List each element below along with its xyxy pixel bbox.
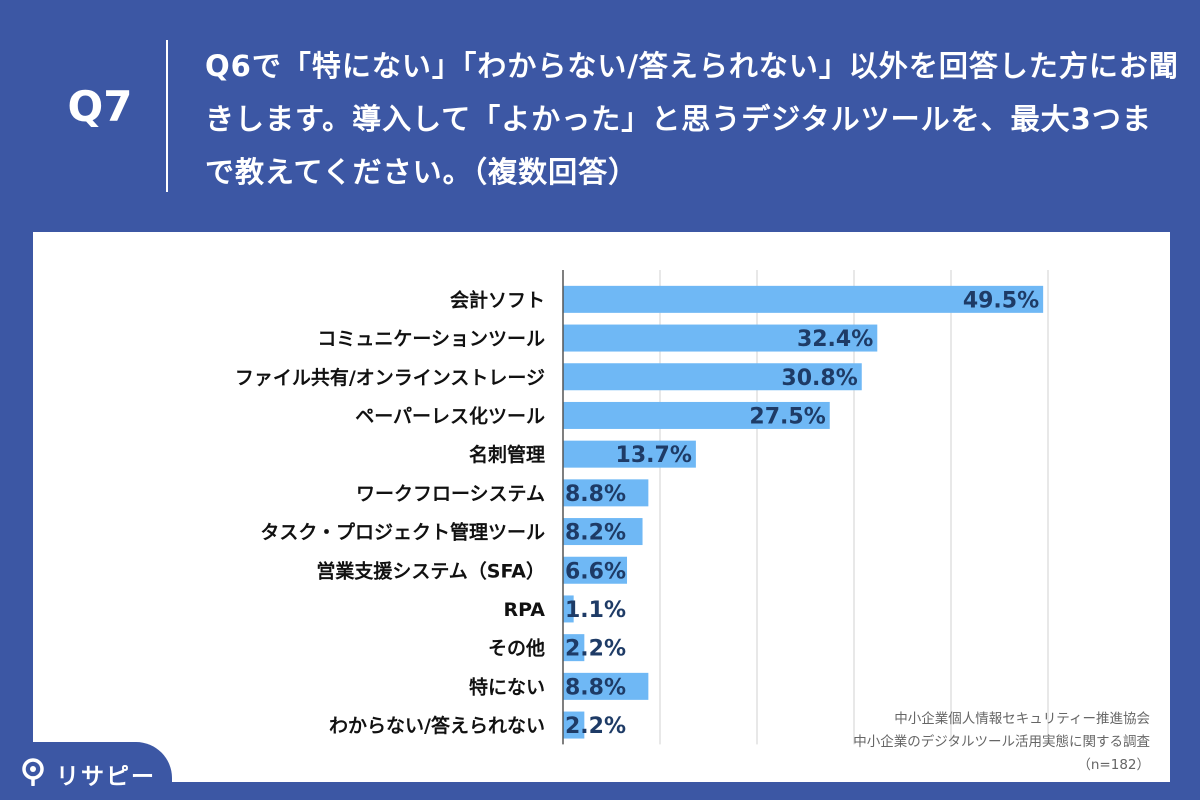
- category-label: ペーパーレス化ツール: [355, 404, 545, 427]
- brand-logo: リサピー: [0, 742, 172, 800]
- category-label: タスク・プロジェクト管理ツール: [260, 521, 545, 544]
- source-note: 中小企業個人情報セキュリティー推進協会 中小企業のデジタルツール活用実態に関する…: [853, 708, 1150, 777]
- source-line-2: 中小企業のデジタルツール活用実態に関する調査: [853, 734, 1150, 750]
- data-label: 32.4%: [797, 327, 873, 352]
- category-label: その他: [488, 637, 545, 660]
- data-label: 2.2%: [565, 714, 626, 739]
- data-label: 1.1%: [565, 598, 626, 623]
- category-label: 特にない: [469, 676, 545, 698]
- category-label: わからない/答えられない: [329, 714, 545, 737]
- bar: [563, 440, 696, 468]
- data-label: 2.2%: [565, 637, 626, 662]
- chart-panel: 会計ソフト 49.5% コミュニケーションツール 32.4% ファイル共有/オンラインス…: [33, 232, 1170, 782]
- data-label: 8.8%: [565, 675, 626, 700]
- bar: [563, 363, 862, 391]
- bar: [563, 556, 628, 584]
- bar-chart: 会計ソフト 49.5% コミュニケーションツール 32.4% ファイル共有/オンラインス…: [235, 270, 1049, 745]
- magnifier-icon: [22, 758, 44, 786]
- question-text: Q6で「特にない」「わからない/答えられない」以外を回答した方にお聞きします。導…: [205, 49, 1179, 189]
- category-label: ファイル共有/オンラインストレージ: [235, 366, 545, 389]
- category-label: 会計ソフト: [450, 288, 545, 311]
- bar: [563, 324, 878, 352]
- data-label: 27.5%: [749, 404, 825, 429]
- bar: [563, 285, 1044, 313]
- logo-text: リサピー: [56, 764, 156, 790]
- category-label: コミュニケーションツール: [317, 328, 545, 350]
- bar: [563, 595, 574, 623]
- category-label: ワークフローシステム: [356, 483, 545, 505]
- bar: [563, 479, 649, 507]
- bar: [563, 634, 585, 662]
- source-line-3: （n=182）: [1077, 757, 1150, 773]
- data-label: 49.5%: [963, 288, 1039, 313]
- category-label: RPA: [503, 599, 545, 621]
- bar: [563, 672, 649, 700]
- category-label: 営業支援システム（SFA）: [316, 559, 545, 582]
- data-label: 8.8%: [565, 482, 626, 507]
- header-divider: [166, 40, 168, 192]
- bar: [563, 518, 643, 546]
- question-header: Q7 Q6で「特にない」「わからない/答えられない」以外を回答した方にお聞きしま…: [0, 0, 1200, 232]
- data-label: 30.8%: [781, 366, 857, 391]
- data-label: 6.6%: [565, 559, 626, 584]
- question-number: Q7: [67, 82, 133, 131]
- bar: [563, 401, 830, 429]
- source-line-1: 中小企業個人情報セキュリティー推進協会: [894, 711, 1150, 727]
- bar: [563, 711, 585, 739]
- data-label: 8.2%: [565, 521, 626, 546]
- category-label: 名刺管理: [469, 443, 545, 466]
- data-label: 13.7%: [616, 443, 692, 468]
